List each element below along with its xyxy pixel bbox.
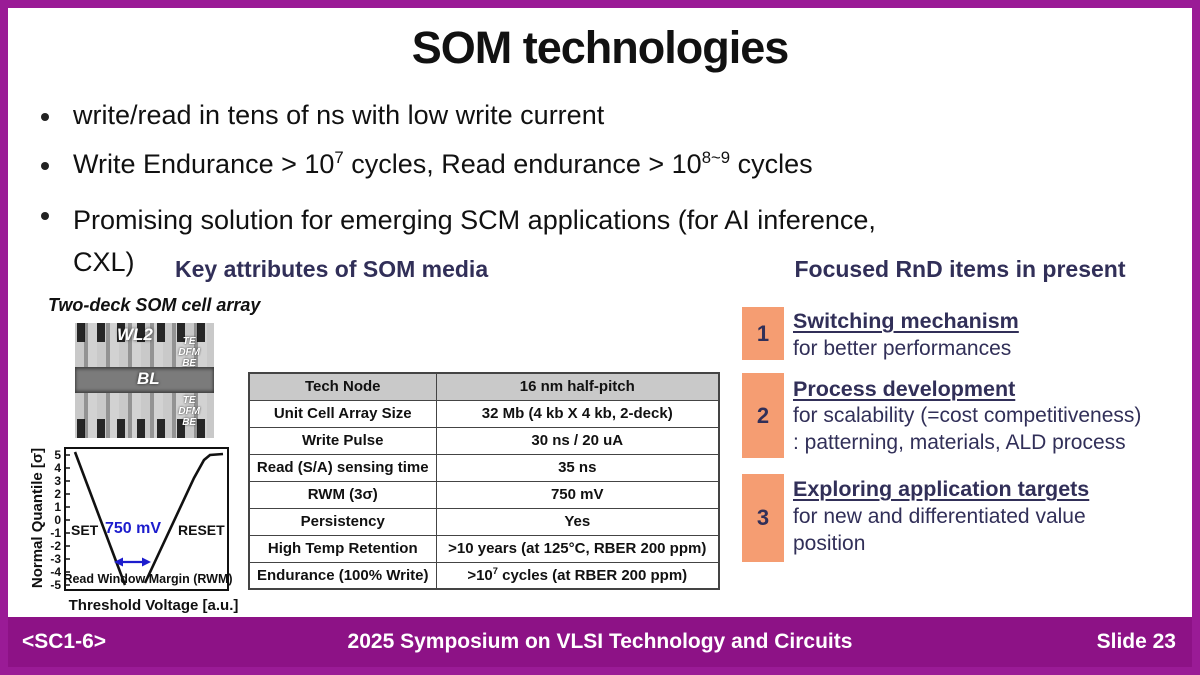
y-tick: -4 bbox=[50, 565, 61, 579]
chart-frame bbox=[64, 447, 229, 591]
layer-be: BE bbox=[182, 358, 197, 369]
table-header-row: Tech Node 16 nm half-pitch bbox=[248, 372, 720, 401]
row-value: 32 Mb (4 kb X 4 kb, 2-deck) bbox=[435, 399, 720, 428]
footer-bar: <SC1-6> 2025 Symposium on VLSI Technolog… bbox=[8, 617, 1192, 667]
chart-y-axis-label: Normal Quantile [σ] bbox=[29, 448, 46, 588]
rnd-item-number: 2 bbox=[742, 373, 784, 458]
set-label: SET bbox=[71, 522, 99, 538]
table-row: Persistency Yes bbox=[248, 507, 720, 536]
table-row: Write Pulse 30 ns / 20 uA bbox=[248, 426, 720, 455]
y-tick: -2 bbox=[50, 539, 61, 553]
chart-x-axis-label: Threshold Voltage [a.u.] bbox=[68, 597, 239, 614]
rnd-item-description: for better performances bbox=[793, 337, 1012, 360]
rwm-axis-note: Read Window Margin (RWM) bbox=[63, 572, 232, 586]
layer-te: TE bbox=[182, 336, 196, 347]
y-tick: 1 bbox=[54, 500, 61, 514]
y-tick: 4 bbox=[54, 461, 61, 475]
tem-caption: Two-deck SOM cell array bbox=[48, 295, 261, 315]
spec-table: Tech Node 16 nm half-pitch Unit Cell Arr… bbox=[248, 372, 720, 590]
rnd-section-heading: Focused RnD items in present bbox=[794, 256, 1126, 282]
session-code: <SC1-6> bbox=[22, 630, 107, 653]
y-tick: -3 bbox=[50, 552, 61, 566]
chart-y-tick-marks bbox=[65, 454, 70, 586]
slide-number: Slide 23 bbox=[1096, 630, 1176, 653]
header-value-cell: 16 nm half-pitch bbox=[435, 372, 720, 401]
row-label: Read (S/A) sensing time bbox=[248, 453, 437, 482]
row-label: Write Pulse bbox=[248, 426, 437, 455]
rnd-item-description: position bbox=[793, 532, 866, 555]
header-label-cell: Tech Node bbox=[248, 372, 437, 401]
bullet-item-3: Promising solution for emerging SCM appl… bbox=[33, 199, 876, 283]
row-label: Endurance (100% Write) bbox=[248, 561, 437, 590]
row-value: 30 ns / 20 uA bbox=[435, 426, 720, 455]
bullet-text: Promising solution for emerging SCM appl… bbox=[73, 199, 876, 283]
reset-distribution-curve bbox=[143, 452, 224, 584]
layer-dfm: DFM bbox=[178, 347, 200, 358]
bullet-text: write/read in tens of ns with low write … bbox=[73, 100, 605, 130]
y-tick: -5 bbox=[50, 578, 61, 592]
reset-label: RESET bbox=[178, 522, 225, 538]
tem-label-bl: BL bbox=[137, 369, 160, 388]
bullet-text: Write Endurance > 107 cycles, Read endur… bbox=[73, 148, 813, 179]
layer-be: BE bbox=[182, 417, 197, 428]
rnd-item-number: 3 bbox=[742, 474, 784, 562]
bullet-item-1: write/read in tens of ns with low write … bbox=[33, 100, 604, 131]
row-label: Unit Cell Array Size bbox=[248, 399, 437, 428]
table-row: RWM (3σ) 750 mV bbox=[248, 480, 720, 509]
y-tick: 5 bbox=[54, 448, 61, 462]
conference-name: 2025 Symposium on VLSI Technology and Ci… bbox=[347, 630, 853, 653]
rwm-value-label: 750 mV bbox=[105, 520, 161, 537]
bullet-line-2: CXL) bbox=[73, 247, 135, 277]
page-title: SOM technologies bbox=[411, 22, 790, 73]
superscript: 7 bbox=[334, 148, 344, 167]
rwm-arrow-left-head bbox=[114, 557, 123, 567]
tem-image: WL2 TE DFM BE BL TE DFM BE bbox=[75, 323, 214, 438]
table-row: Endurance (100% Write) >107 cycles (at R… bbox=[248, 561, 720, 590]
row-value: >107 cycles (at RBER 200 ppm) bbox=[435, 561, 720, 590]
tem-label-wl2: WL2 bbox=[117, 325, 153, 344]
rnd-item-number: 1 bbox=[742, 307, 784, 360]
rnd-item-title: Exploring application targets bbox=[793, 477, 1090, 501]
rwm-chart: Normal Quantile [σ] 5 4 3 2 1 0 -1 -2 -3… bbox=[29, 447, 233, 592]
superscript: 8~9 bbox=[701, 148, 731, 167]
row-label: RWM (3σ) bbox=[248, 480, 437, 509]
left-section-heading: Key attributes of SOM media bbox=[175, 256, 489, 282]
rwm-arrow-right-head bbox=[142, 557, 151, 567]
y-tick: 0 bbox=[54, 513, 61, 527]
tem-layer-stack-bottom: TE DFM BE bbox=[178, 395, 200, 428]
tem-contacts-top bbox=[75, 323, 214, 342]
y-tick: -1 bbox=[50, 526, 61, 540]
layer-te: TE bbox=[182, 395, 196, 406]
row-value: 35 ns bbox=[435, 453, 720, 482]
rnd-item-description: : patterning, materials, ALD process bbox=[793, 431, 1126, 454]
y-tick: 2 bbox=[54, 487, 61, 501]
bullet-item-2: Write Endurance > 107 cycles, Read endur… bbox=[33, 149, 813, 180]
row-value: 750 mV bbox=[435, 480, 720, 509]
rnd-item-title: Switching mechanism bbox=[793, 309, 1019, 333]
bullet-dot bbox=[41, 212, 49, 220]
y-tick: 3 bbox=[54, 474, 61, 488]
tem-layer-stack-top: TE DFM BE bbox=[178, 336, 200, 369]
tem-contacts-bottom bbox=[75, 419, 214, 438]
table-row: High Temp Retention >10 years (at 125°C,… bbox=[248, 534, 720, 563]
bullet-dot bbox=[41, 113, 49, 121]
rnd-item-description: for new and differentiated value bbox=[793, 505, 1086, 528]
table-row: Unit Cell Array Size 32 Mb (4 kb X 4 kb,… bbox=[248, 399, 720, 428]
rnd-item-title: Process development bbox=[793, 377, 1016, 401]
row-value: >10 years (at 125°C, RBER 200 ppm) bbox=[435, 534, 720, 563]
rnd-item-description: for scalability (=cost competitiveness) bbox=[793, 404, 1142, 427]
row-label: High Temp Retention bbox=[248, 534, 437, 563]
superscript: 7 bbox=[492, 566, 498, 577]
bullet-dot bbox=[41, 162, 49, 170]
row-value: Yes bbox=[435, 507, 720, 536]
tem-bitline-band bbox=[75, 367, 214, 393]
table-row: Read (S/A) sensing time 35 ns bbox=[248, 453, 720, 482]
row-label: Persistency bbox=[248, 507, 437, 536]
layer-dfm: DFM bbox=[178, 406, 200, 417]
bullet-line-1: Promising solution for emerging SCM appl… bbox=[73, 205, 876, 235]
